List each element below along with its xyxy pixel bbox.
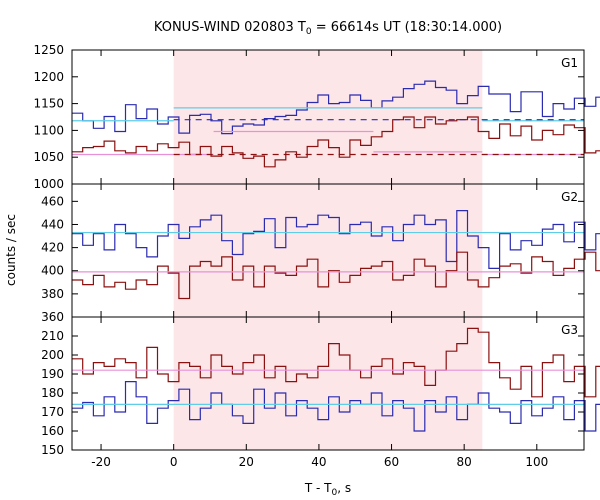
series-blue-g3	[72, 381, 600, 432]
x-axis-label: T - T0, s	[304, 481, 351, 498]
x-tick-label: -20	[91, 455, 111, 469]
y-tick-label: 170	[41, 405, 64, 419]
burst-interval-shade	[173, 317, 483, 450]
panels-group: 100010501100115012001250G136038040042044…	[33, 43, 600, 469]
panel-g3: 150 160 170 180 190 200 210 -20 0 20 40 60 80 100 G3	[41, 316, 600, 469]
y-tick-label: 440	[41, 217, 64, 231]
x-tick-label: 20	[239, 455, 254, 469]
series-blue-g2	[72, 210, 600, 269]
y-tick-label: 1150	[33, 97, 64, 111]
y-tick-label: 160	[41, 424, 64, 438]
series-red-g3	[72, 327, 600, 398]
y-tick-label: 380	[41, 287, 64, 301]
y-tick-label: 460	[41, 194, 64, 208]
y-tick-label: 210	[41, 329, 64, 343]
x-tick-label: 60	[384, 455, 399, 469]
panel-frame	[71, 316, 585, 451]
y-tick-label: 1000	[33, 177, 64, 191]
x-tick-label: 80	[457, 455, 472, 469]
x-tick-label: 40	[311, 455, 326, 469]
y-tick-label: 420	[41, 241, 64, 255]
burst-interval-shade	[173, 184, 483, 317]
y-tick-label: 180	[41, 386, 64, 400]
panel-label: G3	[561, 323, 578, 337]
y-tick-label: 400	[41, 264, 64, 278]
panel-g1: 1000 1050 1100 1150 1200 1250 G1	[33, 43, 600, 191]
series-blue-g1	[72, 80, 600, 135]
x-tick-label: 100	[525, 455, 548, 469]
chart-title: KONUS-WIND 020803 T0 = 66614s UT (18:30:…	[154, 20, 502, 37]
x-tick-label: 0	[170, 455, 178, 469]
panel-label: G2	[561, 190, 578, 204]
y-tick-label: 200	[41, 348, 64, 362]
y-tick-label: 1050	[33, 150, 64, 164]
y-axis-label: counts / sec	[4, 214, 18, 286]
y-tick-label: 1250	[33, 43, 64, 57]
y-tick-label: 150	[41, 443, 64, 457]
y-tick-label: 1100	[33, 123, 64, 137]
y-tick-label: 190	[41, 367, 64, 381]
panel-label: G1	[561, 56, 578, 70]
series-red-g2	[72, 251, 600, 300]
y-tick-label: 1200	[33, 70, 64, 84]
panel-g2: 360 380 400 420 440 460 G2	[41, 183, 600, 324]
y-tick-label: 360	[41, 310, 64, 324]
